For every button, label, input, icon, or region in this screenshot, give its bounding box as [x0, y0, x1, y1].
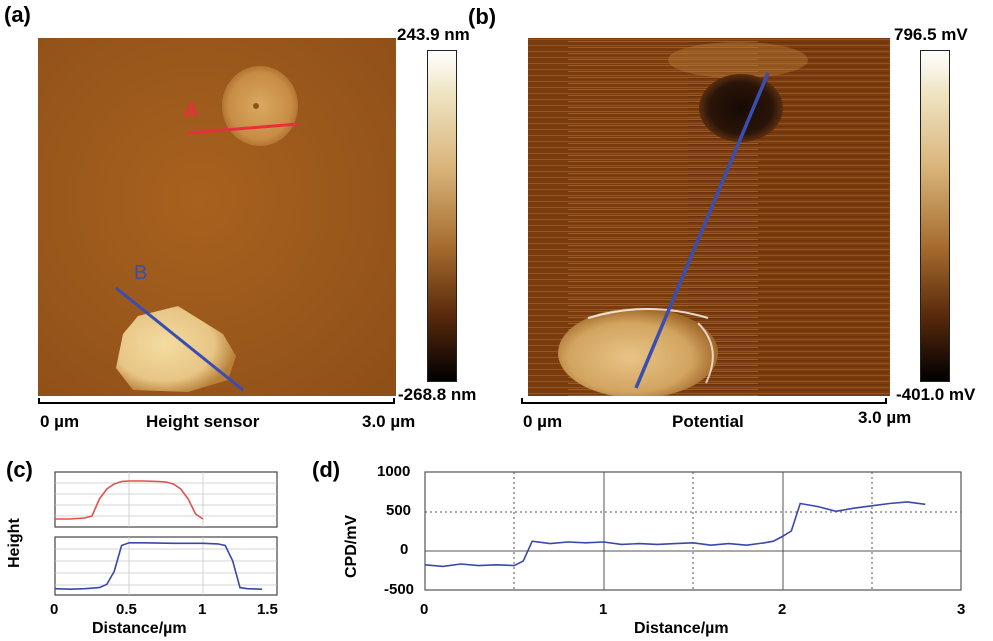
- height-colorbar-max: 243.9 nm: [397, 25, 470, 44]
- line-a-label: A: [184, 100, 199, 122]
- scale-a-start: 0 µm: [40, 412, 80, 431]
- bright-domain: [558, 308, 718, 396]
- potential-colorbar-min: -401.0 mV: [896, 385, 976, 404]
- d-ytick-0: 1000: [377, 463, 411, 480]
- height-map-image: [38, 38, 396, 396]
- scale-b-start: 0 µm: [523, 412, 563, 431]
- scale-b-end: 3.0 µm: [858, 408, 912, 427]
- grain-a: [222, 66, 298, 146]
- c-xtick-3: 1.5: [257, 601, 278, 618]
- c-xtick-2: 1: [198, 601, 207, 618]
- cpd-plot-frame: [424, 471, 962, 591]
- scale-bar-b: [521, 402, 887, 404]
- d-xlabel: Distance/µm: [634, 620, 729, 637]
- cpd-profile-line: [424, 501, 926, 568]
- d-xtick-2: 2: [778, 601, 787, 618]
- height-colorbar-min: -268.8 nm: [398, 385, 477, 404]
- scale-a-end: 3.0 µm: [362, 412, 416, 431]
- profile-line-b: [115, 286, 244, 392]
- height-profile-b-frame: [54, 536, 278, 596]
- height-profile-a-frame: [54, 471, 278, 528]
- profile-line-a: [187, 122, 299, 135]
- potential-colorbar: [920, 50, 950, 382]
- c-xtick-1: 0.5: [116, 601, 137, 618]
- scale-a-title: Height sensor: [146, 412, 260, 431]
- panel-d-label: (d): [312, 457, 341, 482]
- height-profile-chart: [54, 471, 278, 596]
- scale-bar-a: [38, 402, 395, 404]
- height-colorbar: [427, 50, 457, 382]
- d-ytick-2: 0: [400, 541, 409, 558]
- panel-a-label: (a): [4, 2, 31, 27]
- c-xtick-0: 0: [50, 601, 59, 618]
- potential-profile-line: [634, 72, 770, 389]
- grain-b: [116, 306, 236, 392]
- cpd-profile-chart: [424, 471, 962, 591]
- panel-b-label: (b): [468, 4, 497, 29]
- d-ytick-1: 500: [386, 502, 412, 519]
- height-profile-a-line: [55, 480, 204, 520]
- d-ylabel: CPD/mV: [343, 514, 360, 578]
- d-ytick-3: -500: [384, 581, 415, 598]
- height-profile-b-line: [54, 542, 263, 591]
- dark-domain: [699, 74, 783, 142]
- potential-colorbar-max: 796.5 mV: [894, 25, 968, 44]
- c-ylabel: Height: [6, 518, 23, 568]
- potential-map-image: [528, 38, 890, 396]
- d-xtick-1: 1: [599, 601, 608, 618]
- scale-b-title: Potential: [672, 412, 744, 431]
- d-xtick-3: 3: [957, 601, 966, 618]
- d-xtick-0: 0: [420, 601, 429, 618]
- line-b-label: B: [134, 262, 148, 284]
- panel-c-label: (c): [6, 457, 33, 482]
- c-xlabel: Distance/µm: [92, 620, 187, 637]
